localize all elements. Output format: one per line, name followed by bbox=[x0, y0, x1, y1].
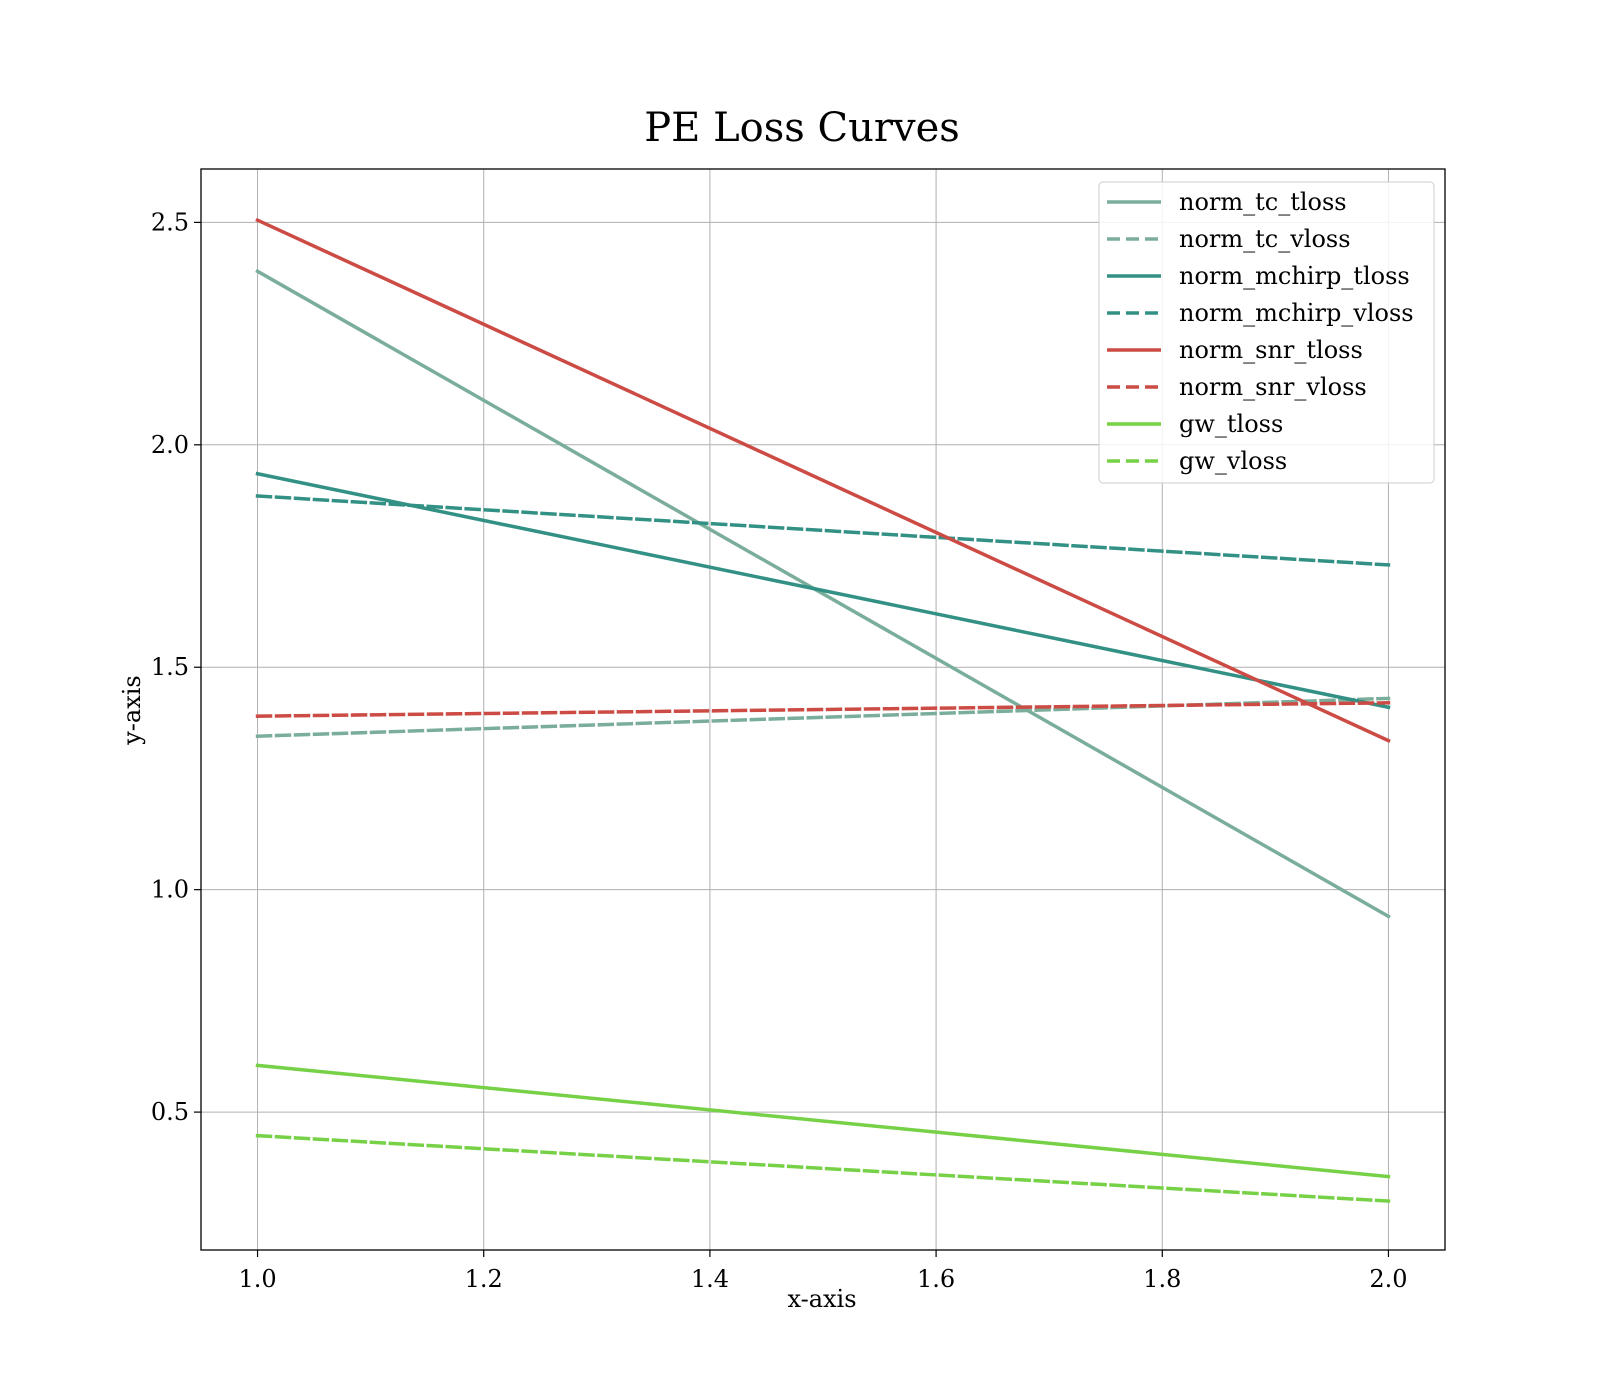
legend-label: gw_tloss bbox=[1179, 410, 1283, 438]
y-tick-label: 2.5 bbox=[151, 208, 189, 236]
legend-label: norm_snr_tloss bbox=[1179, 336, 1363, 364]
y-tick-label: 0.5 bbox=[151, 1098, 189, 1126]
x-tick-label: 2.0 bbox=[1369, 1265, 1407, 1293]
legend: norm_tc_tloss norm_tc_vloss norm_mchirp_tl… bbox=[1098, 181, 1435, 484]
y-axis-ticks: 0.5 1.0 1.5 2.0 2.5 bbox=[151, 208, 201, 1126]
series-line-norm-mchirp-vloss bbox=[255, 494, 1391, 567]
chart-title: PE Loss Curves bbox=[644, 105, 960, 151]
legend-label: norm_mchirp_vloss bbox=[1179, 299, 1414, 327]
series-line-norm-mchirp-tloss bbox=[255, 471, 1391, 710]
legend-label: norm_mchirp_tloss bbox=[1179, 262, 1410, 290]
x-tick-label: 1.6 bbox=[917, 1265, 955, 1293]
series-line-norm-snr-tloss bbox=[255, 217, 1391, 743]
series-line-gw-vloss bbox=[255, 1133, 1391, 1203]
y-axis-label: y-axis bbox=[118, 675, 146, 746]
x-tick-label: 1.8 bbox=[1143, 1265, 1181, 1293]
series-lines bbox=[255, 217, 1391, 1203]
series-line-gw-tloss bbox=[255, 1063, 1391, 1179]
legend-label: norm_snr_vloss bbox=[1179, 373, 1367, 401]
x-axis-ticks: 1.0 1.2 1.4 1.6 1.8 2.0 bbox=[238, 1250, 1408, 1293]
x-tick-label: 1.2 bbox=[465, 1265, 503, 1293]
legend-label: norm_tc_vloss bbox=[1179, 225, 1351, 253]
series-line-norm-tc-tloss bbox=[255, 268, 1391, 919]
legend-label: norm_tc_tloss bbox=[1179, 188, 1347, 216]
x-tick-label: 1.0 bbox=[238, 1265, 276, 1293]
series-line-norm-snr-vloss bbox=[255, 701, 1391, 718]
y-tick-label: 1.0 bbox=[151, 876, 189, 904]
y-tick-label: 1.5 bbox=[151, 653, 189, 681]
x-axis-label: x-axis bbox=[787, 1285, 856, 1313]
legend-label: gw_vloss bbox=[1179, 447, 1287, 475]
plot-frame bbox=[200, 168, 1446, 1251]
x-tick-label: 1.4 bbox=[691, 1265, 729, 1293]
legend-box bbox=[1098, 181, 1435, 484]
y-tick-label: 2.0 bbox=[151, 431, 189, 459]
